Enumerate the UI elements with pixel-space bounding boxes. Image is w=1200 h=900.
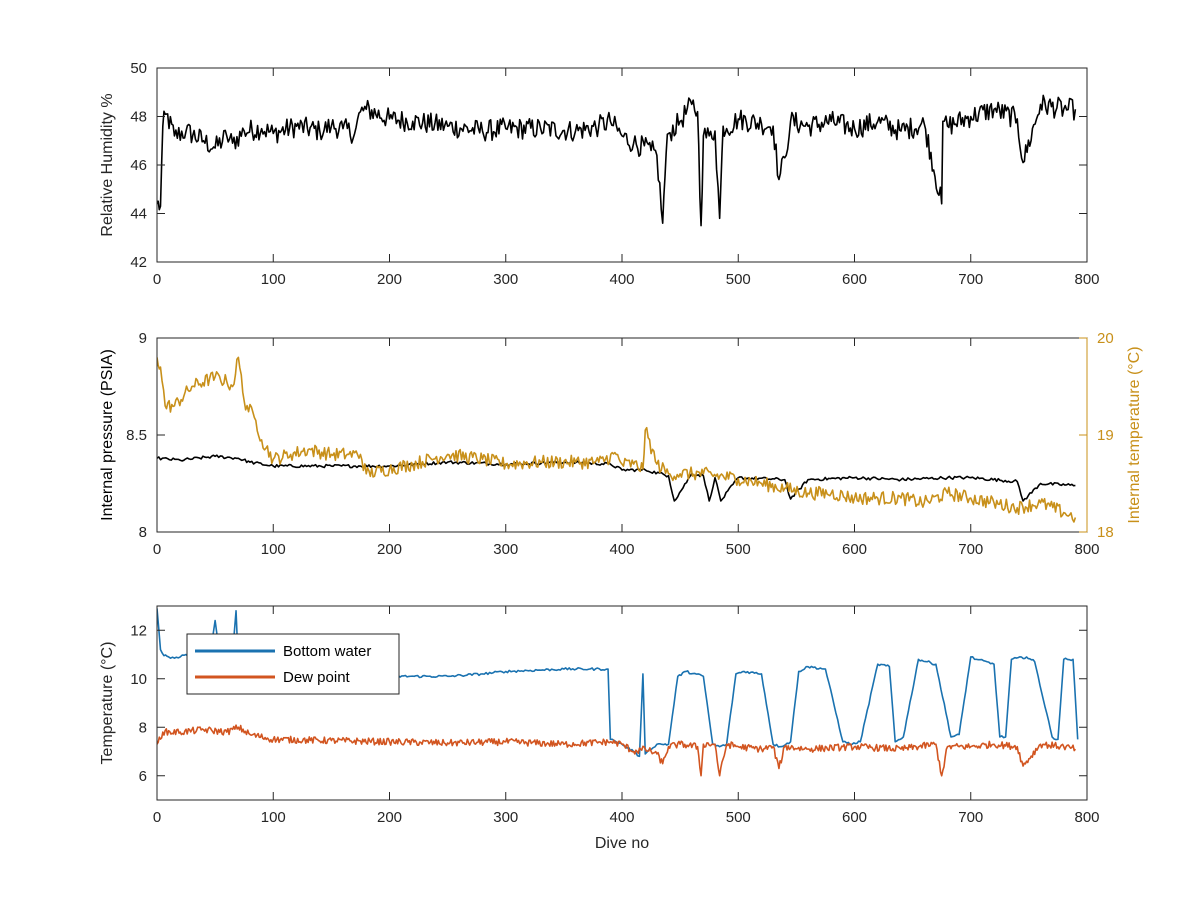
x-axis-label: Dive no bbox=[595, 835, 649, 852]
y-tick-label: 42 bbox=[130, 254, 147, 271]
legend-label-dew-point: Dew point bbox=[283, 669, 351, 686]
y2-tick-label: 19 bbox=[1097, 427, 1114, 444]
y-tick-label: 6 bbox=[139, 768, 147, 785]
axes-box bbox=[156, 67, 1088, 263]
y-tick-label: 46 bbox=[130, 157, 147, 174]
y2-axis-label: Internal temperature (°C) bbox=[1126, 346, 1143, 523]
x-tick-label: 800 bbox=[1074, 271, 1099, 288]
series-0-line bbox=[157, 94, 1077, 227]
y-axis-label: Temperature (°C) bbox=[99, 642, 116, 765]
x-tick-label: 200 bbox=[377, 271, 402, 288]
x-tick-label: 100 bbox=[261, 541, 286, 558]
x-tick-label: 700 bbox=[958, 809, 983, 826]
x-tick-label: 300 bbox=[493, 541, 518, 558]
x-tick-label: 0 bbox=[153, 271, 161, 288]
x-tick-label: 100 bbox=[261, 271, 286, 288]
y-axis-label: Relative Humidity % bbox=[99, 93, 116, 236]
legend-box bbox=[186, 633, 400, 695]
x-tick-label: 300 bbox=[493, 271, 518, 288]
y2-tick-label: 18 bbox=[1097, 524, 1114, 541]
x-tick-label: 700 bbox=[958, 271, 983, 288]
x-tick-label: 0 bbox=[153, 541, 161, 558]
y-tick-label: 8 bbox=[139, 524, 147, 541]
x-tick-label: 500 bbox=[726, 541, 751, 558]
dew-point-line bbox=[157, 724, 1077, 777]
x-tick-label: 600 bbox=[842, 809, 867, 826]
x-tick-label: 800 bbox=[1074, 541, 1099, 558]
y-tick-label: 50 bbox=[130, 60, 147, 77]
axes-box bbox=[156, 337, 1088, 533]
humidity-panel: 0 100 200 300 400 500 600 700 800 42 44 46 48 50 Relat… bbox=[99, 60, 1100, 288]
x-tick-label: 800 bbox=[1074, 809, 1099, 826]
x-tick-label: 500 bbox=[726, 271, 751, 288]
y-tick-label: 44 bbox=[130, 206, 147, 223]
legend: Bottom water Dew point bbox=[186, 633, 400, 695]
x-tick-label: 400 bbox=[609, 541, 634, 558]
y-axis-label: Internal pressure (PSIA) bbox=[99, 349, 116, 521]
y-tick-label: 9 bbox=[139, 330, 147, 347]
series-group bbox=[157, 94, 1077, 227]
x-tick-label: 700 bbox=[958, 541, 983, 558]
x-tick-label: 400 bbox=[609, 809, 634, 826]
x-tick-label: 200 bbox=[377, 541, 402, 558]
x-tick-label: 600 bbox=[842, 271, 867, 288]
series-group bbox=[157, 356, 1077, 523]
y2-tick-label: 20 bbox=[1097, 330, 1114, 347]
y-tick-label: 10 bbox=[130, 671, 147, 688]
x-tick-label: 100 bbox=[261, 809, 286, 826]
temperature-panel: 0 100 200 300 400 500 600 700 800 6 8 10 12 Temperatu… bbox=[99, 605, 1100, 852]
x-tick-label: 400 bbox=[609, 271, 634, 288]
y-tick-label: 48 bbox=[130, 109, 147, 126]
series-0-line bbox=[157, 454, 1076, 502]
x-tick-label: 0 bbox=[153, 809, 161, 826]
y-tick-label: 8 bbox=[139, 719, 147, 736]
x-tick-label: 600 bbox=[842, 541, 867, 558]
y-tick-label: 8.5 bbox=[126, 427, 147, 444]
x-tick-label: 500 bbox=[726, 809, 751, 826]
y-tick-label: 12 bbox=[130, 622, 147, 639]
series-1-line bbox=[157, 356, 1077, 523]
x-tick-label: 300 bbox=[493, 809, 518, 826]
pressure-temperature-panel: 0 100 200 300 400 500 600 700 800 8 8.5 9 18 19 20 Inte… bbox=[99, 330, 1143, 558]
legend-label-bottom-water: Bottom water bbox=[283, 643, 371, 660]
x-tick-label: 200 bbox=[377, 809, 402, 826]
